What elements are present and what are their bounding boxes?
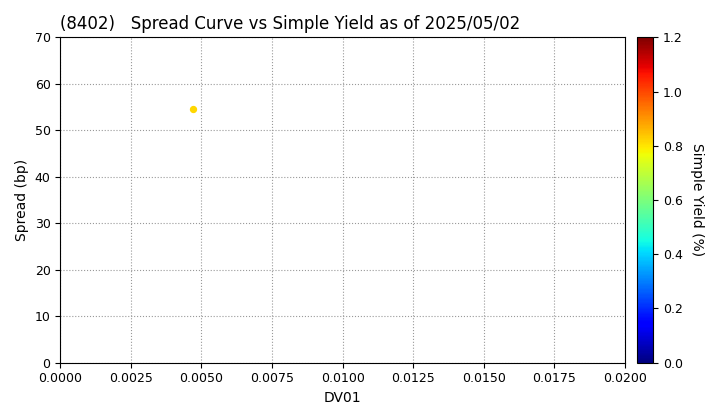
Y-axis label: Spread (bp): Spread (bp): [15, 159, 29, 241]
Point: [187, 106, 199, 113]
Y-axis label: Simple Yield (%): Simple Yield (%): [690, 144, 703, 257]
X-axis label: DV01: DV01: [324, 391, 361, 405]
Text: (8402)   Spread Curve vs Simple Yield as of 2025/05/02: (8402) Spread Curve vs Simple Yield as o…: [60, 15, 521, 33]
